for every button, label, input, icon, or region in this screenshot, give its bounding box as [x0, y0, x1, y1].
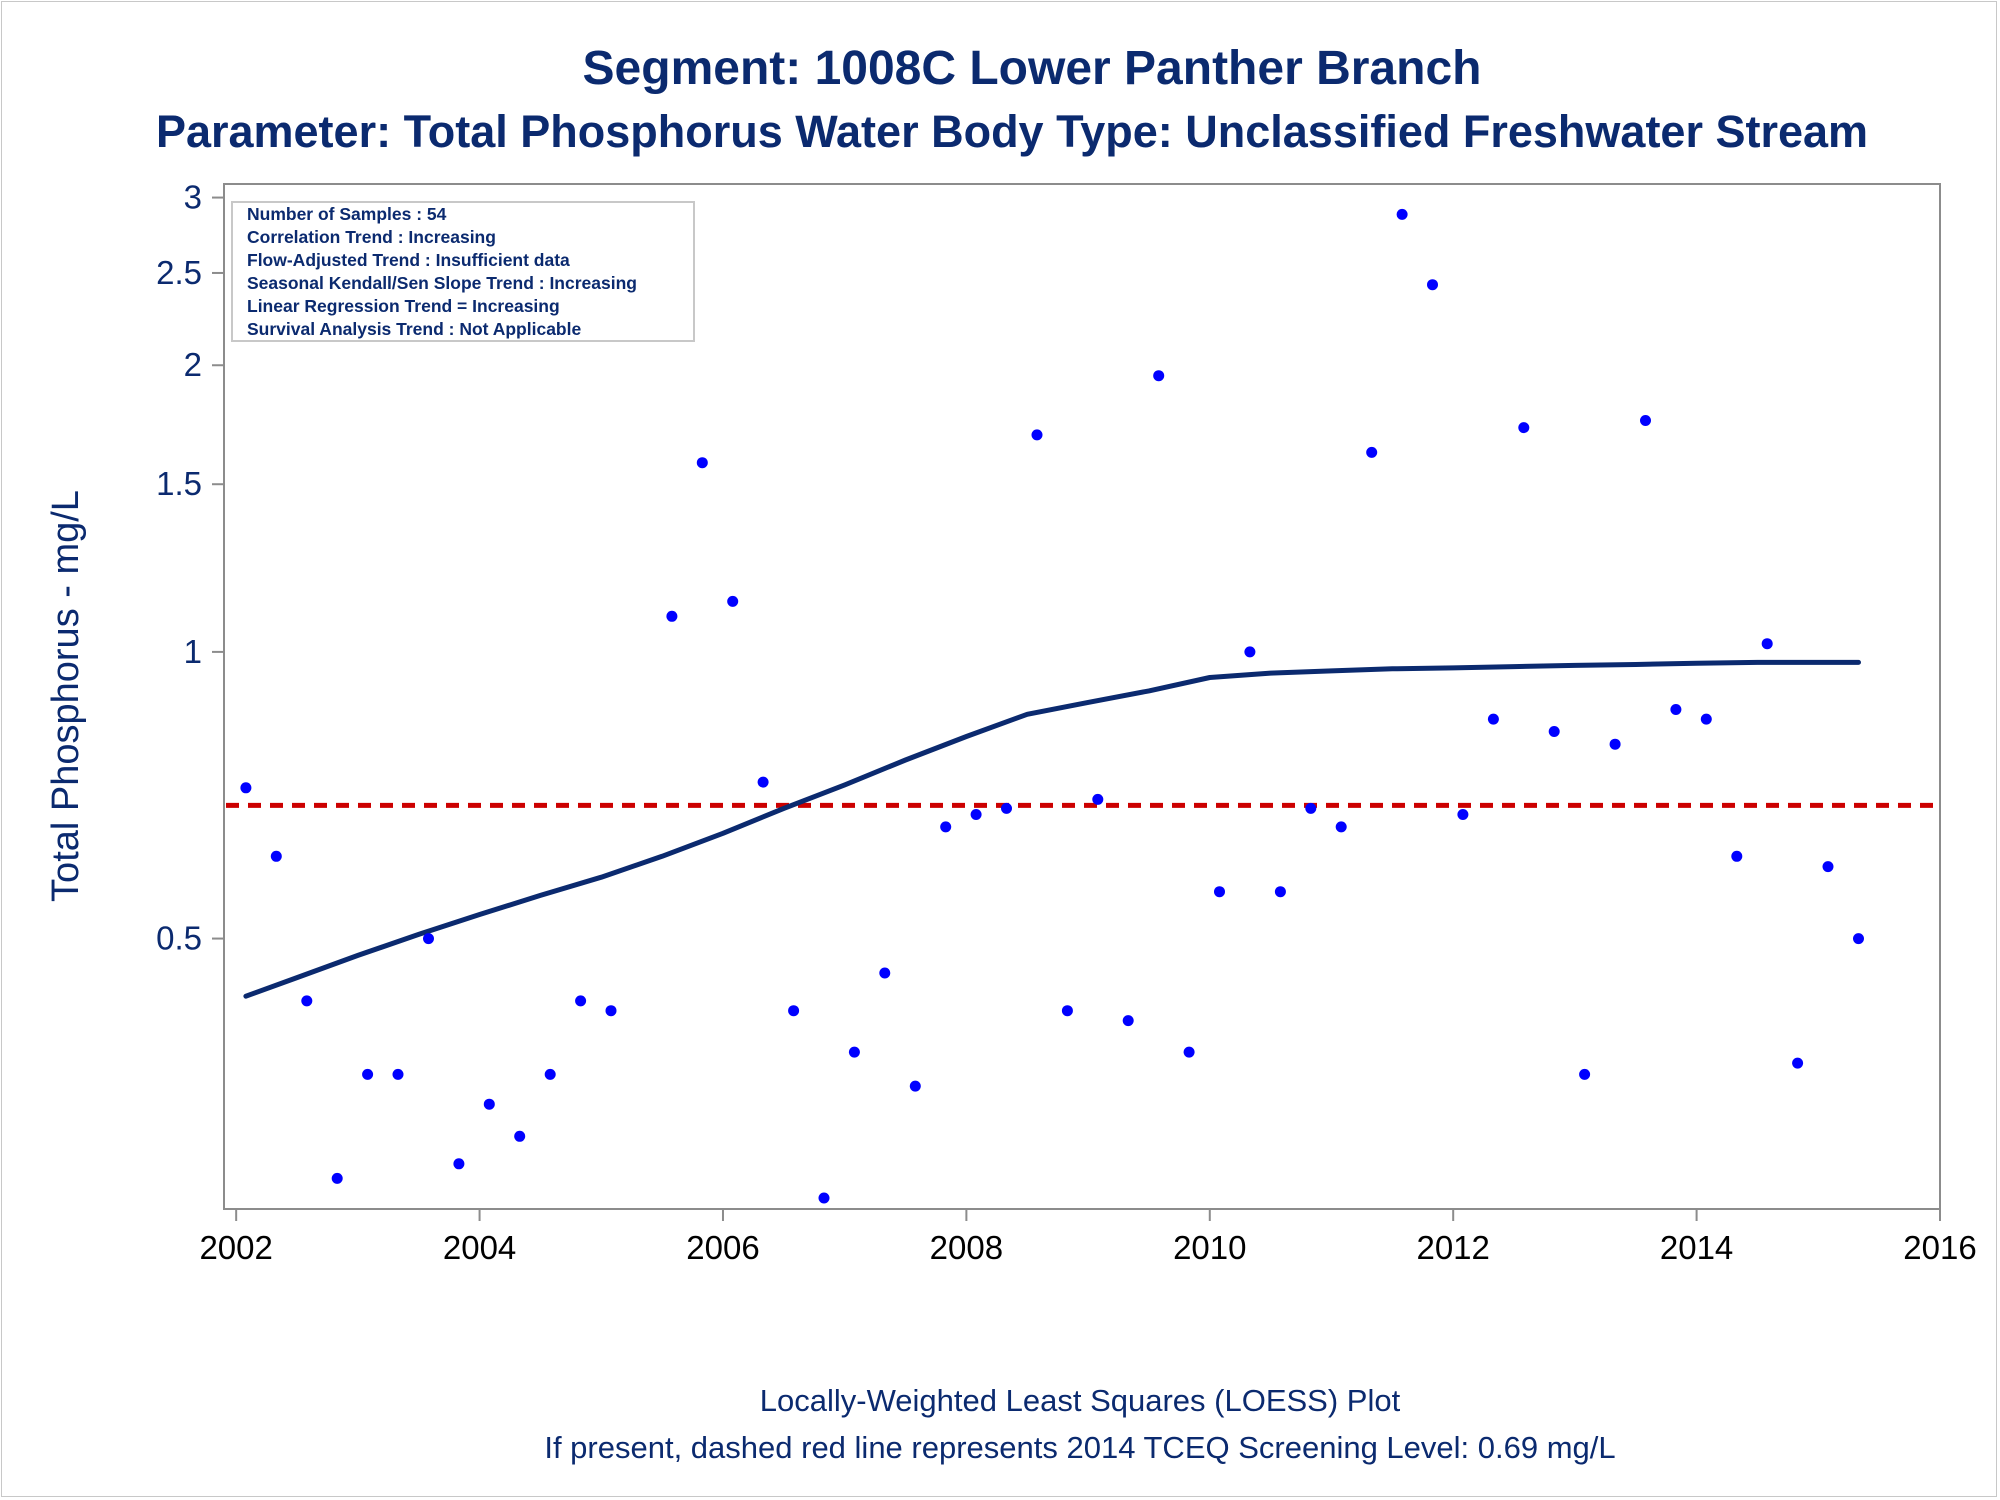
data-point: [392, 1068, 404, 1080]
data-point: [240, 782, 252, 794]
data-point: [1001, 802, 1012, 814]
x-tick-label: 2016: [1903, 1229, 1976, 1266]
data-point: [1366, 446, 1378, 458]
data-point: [1122, 1015, 1134, 1027]
x-tick-label: 2012: [1416, 1229, 1489, 1266]
data-point: [575, 995, 587, 1007]
data-point: [696, 457, 708, 469]
data-point: [270, 850, 282, 862]
data-point: [423, 933, 434, 945]
data-point: [818, 1192, 830, 1204]
data-point: [1092, 793, 1104, 805]
data-point: [1457, 809, 1469, 820]
x-tick-label: 2008: [930, 1229, 1003, 1266]
data-point: [1031, 429, 1043, 441]
data-point: [1427, 279, 1438, 291]
data-point: [362, 1068, 374, 1080]
data-point: [848, 1046, 860, 1058]
plot-area: [223, 183, 1941, 1210]
data-point: [1670, 704, 1682, 715]
data-point: [1274, 886, 1286, 898]
data-point: [453, 1158, 465, 1170]
x-tick-label: 2002: [199, 1229, 272, 1266]
footnote-screening-level: If present, dashed red line represents 2…: [544, 1430, 1615, 1465]
x-tick-label: 2010: [1173, 1229, 1246, 1266]
y-tick-label: 2: [184, 346, 202, 383]
data-point: [1335, 821, 1347, 833]
x-tick-label: 2006: [686, 1229, 759, 1266]
data-point: [1731, 850, 1743, 862]
stat-linear-regression-trend: Linear Regression Trend = Increasing: [247, 296, 560, 316]
stat-survival-analysis-trend: Survival Analysis Trend : Not Applicable: [247, 319, 581, 339]
footnote-loess: Locally-Weighted Least Squares (LOESS) P…: [760, 1383, 1401, 1418]
data-point: [940, 821, 952, 833]
stat-correlation-trend: Correlation Trend : Increasing: [247, 227, 496, 247]
y-axis: 0.5 1 1.5 2 2.5 3: [156, 179, 224, 957]
data-point: [1853, 933, 1864, 945]
sample-points-layer: [240, 208, 1864, 1204]
x-tick-label: 2004: [443, 1229, 516, 1266]
data-point: [605, 1005, 617, 1017]
trend-statistics-box: Number of Samples : 54 Correlation Trend…: [231, 201, 695, 342]
data-point: [757, 776, 769, 788]
data-point: [666, 610, 678, 622]
data-point: [1761, 638, 1773, 650]
stats-box-border: [231, 201, 695, 342]
data-point: [483, 1098, 495, 1110]
data-point: [514, 1130, 526, 1142]
data-point: [1214, 886, 1225, 898]
data-point: [1183, 1046, 1195, 1058]
data-point: [970, 809, 982, 820]
data-point: [1305, 802, 1317, 814]
data-point: [1518, 422, 1530, 434]
data-point: [879, 967, 891, 979]
data-point: [1487, 713, 1499, 725]
data-point: [1792, 1057, 1804, 1069]
y-tick-label: 1: [184, 633, 202, 670]
data-point: [301, 995, 313, 1007]
chart-subtitle: Parameter: Total Phosphorus Water Body T…: [156, 106, 1868, 157]
data-point: [1579, 1068, 1591, 1080]
data-point: [909, 1080, 921, 1092]
y-tick-label: 0.5: [156, 920, 202, 957]
loess-trend-line: [243, 659, 1861, 999]
x-tick-label: 2014: [1660, 1229, 1733, 1266]
data-point: [1548, 726, 1560, 737]
data-point: [1153, 370, 1165, 382]
data-point: [1609, 738, 1621, 750]
y-tick-label: 1.5: [156, 465, 202, 502]
stat-seasonal-kendall-trend: Seasonal Kendall/Sen Slope Trend : Incre…: [247, 273, 637, 293]
data-point: [1396, 208, 1408, 220]
data-point: [727, 595, 739, 607]
y-tick-label: 3: [184, 179, 202, 216]
data-point: [1640, 415, 1651, 426]
y-tick-label: 2.5: [156, 254, 202, 291]
data-point: [1822, 861, 1834, 873]
data-point: [331, 1172, 343, 1184]
data-point: [1061, 1005, 1073, 1017]
data-point: [788, 1005, 800, 1017]
chart-title: Segment: 1008C Lower Panther Branch: [583, 42, 1482, 95]
data-point: [1244, 646, 1256, 658]
stat-number-of-samples: Number of Samples : 54: [247, 204, 447, 224]
data-point: [1700, 713, 1712, 725]
loess-line-layer: [243, 659, 1861, 999]
y-axis-label: Total Phosphorus - mg/L: [45, 490, 87, 902]
data-point: [544, 1068, 556, 1080]
x-axis: 2002 2004 2006 2008 2010 2012 2014 2016: [199, 1209, 1977, 1266]
stat-flow-adjusted-trend: Flow-Adjusted Trend : Insufficient data: [247, 250, 570, 270]
